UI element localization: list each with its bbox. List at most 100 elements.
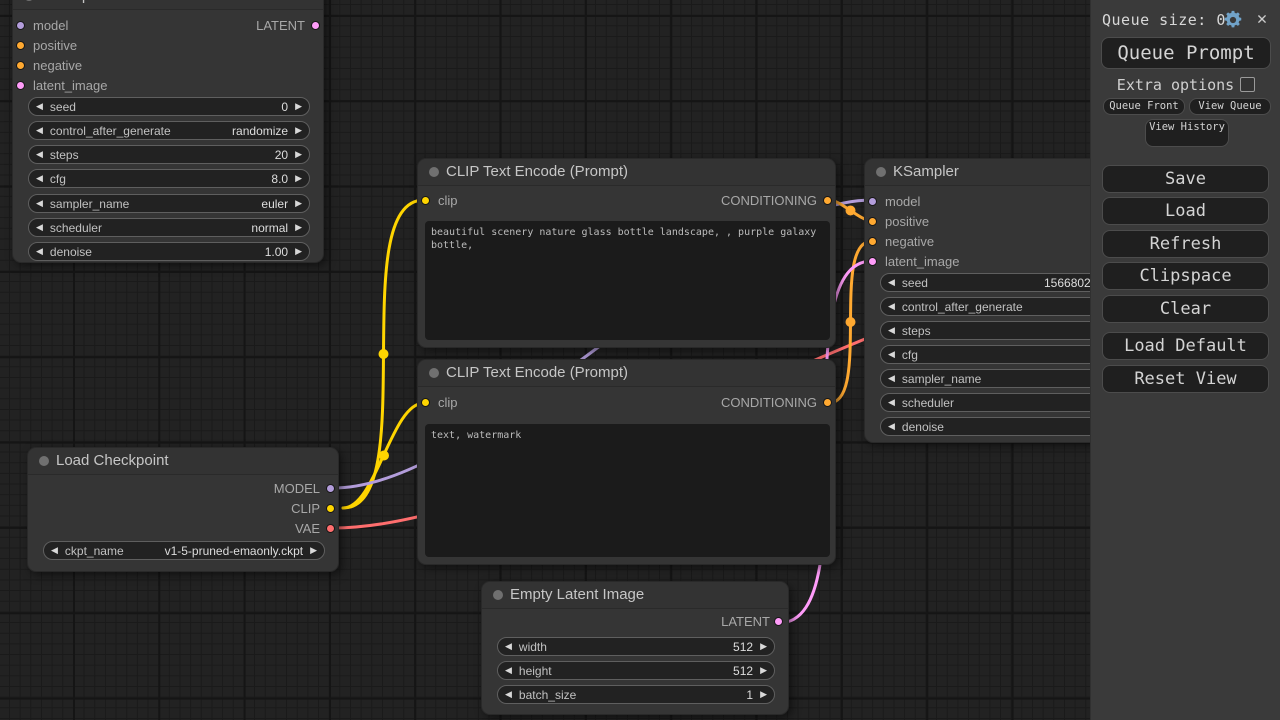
increment-arrow-icon[interactable]: ▶ [295, 101, 302, 111]
input-port-positive[interactable]: positive [13, 37, 77, 55]
node-clip-text-encode-positive[interactable]: CLIP Text Encode (Prompt) clip CONDITION… [417, 158, 836, 348]
increment-arrow-icon[interactable]: ▶ [760, 641, 767, 651]
widget-height[interactable]: ◀ height 512 ▶ [497, 661, 775, 680]
decrement-arrow-icon[interactable]: ◀ [505, 665, 512, 675]
input-port-model[interactable]: model [13, 17, 68, 35]
input-port-positive[interactable]: positive [865, 213, 929, 231]
output-port-vae[interactable]: VAE [295, 520, 338, 538]
port-dot-negative[interactable] [16, 61, 25, 70]
node-title-bar[interactable]: KSampler [13, 0, 323, 10]
queue-prompt-button[interactable]: Queue Prompt [1101, 37, 1271, 69]
widget-sampler-name[interactable]: ◀ sampler_name euler ▶ [28, 194, 310, 213]
widget-control-after-generate[interactable]: ◀ control_after_generate randomize ▶ [28, 121, 310, 140]
increment-arrow-icon[interactable]: ▶ [295, 222, 302, 232]
port-dot-clip[interactable] [421, 196, 430, 205]
increment-arrow-icon[interactable]: ▶ [295, 173, 302, 183]
port-dot-vae-out[interactable] [326, 524, 335, 533]
decrement-arrow-icon[interactable]: ◀ [888, 349, 895, 359]
port-dot-clip[interactable] [421, 398, 430, 407]
output-port-latent[interactable]: LATENT [256, 17, 323, 35]
view-queue-button[interactable]: View Queue [1189, 98, 1271, 115]
output-port-conditioning[interactable]: CONDITIONING [721, 394, 835, 412]
collapse-dot-icon[interactable] [39, 456, 49, 466]
port-dot-latent-image[interactable] [16, 81, 25, 90]
collapse-dot-icon[interactable] [429, 167, 439, 177]
widget-scheduler[interactable]: ◀ scheduler normal ▶ [28, 218, 310, 237]
collapse-dot-icon[interactable] [876, 167, 886, 177]
prompt-textarea[interactable]: text, watermark [425, 424, 830, 557]
port-dot-model[interactable] [16, 21, 25, 30]
view-history-button[interactable]: View History [1145, 119, 1229, 147]
decrement-arrow-icon[interactable]: ◀ [888, 397, 895, 407]
load-default-button[interactable]: Load Default [1102, 332, 1269, 360]
port-dot-conditioning-out[interactable] [823, 196, 832, 205]
input-port-latent-image[interactable]: latent_image [865, 253, 959, 271]
refresh-button[interactable]: Refresh [1102, 230, 1269, 258]
decrement-arrow-icon[interactable]: ◀ [888, 373, 895, 383]
decrement-arrow-icon[interactable]: ◀ [36, 198, 43, 208]
decrement-arrow-icon[interactable]: ◀ [36, 222, 43, 232]
output-port-conditioning[interactable]: CONDITIONING [721, 192, 835, 210]
increment-arrow-icon[interactable]: ▶ [295, 125, 302, 135]
port-dot-conditioning-out[interactable] [823, 398, 832, 407]
increment-arrow-icon[interactable]: ▶ [760, 689, 767, 699]
save-button[interactable]: Save [1102, 165, 1269, 193]
widget-seed[interactable]: ◀ seed 0 ▶ [28, 97, 310, 116]
node-title-bar[interactable]: Load Checkpoint [28, 448, 338, 475]
widget-width[interactable]: ◀ width 512 ▶ [497, 637, 775, 656]
increment-arrow-icon[interactable]: ▶ [310, 545, 317, 555]
clear-button[interactable]: Clear [1102, 295, 1269, 323]
port-dot-latent-image[interactable] [868, 257, 877, 266]
input-port-clip[interactable]: clip [418, 394, 458, 412]
decrement-arrow-icon[interactable]: ◀ [36, 246, 43, 256]
decrement-arrow-icon[interactable]: ◀ [36, 173, 43, 183]
input-port-model[interactable]: model [865, 193, 920, 211]
queue-front-button[interactable]: Queue Front [1103, 98, 1185, 115]
decrement-arrow-icon[interactable]: ◀ [51, 545, 58, 555]
settings-gear-icon[interactable] [1222, 9, 1244, 31]
input-port-clip[interactable]: clip [418, 192, 458, 210]
port-dot-positive[interactable] [868, 217, 877, 226]
increment-arrow-icon[interactable]: ▶ [295, 149, 302, 159]
prompt-textarea[interactable]: beautiful scenery nature glass bottle la… [425, 221, 830, 340]
load-button[interactable]: Load [1102, 197, 1269, 225]
node-title-bar[interactable]: CLIP Text Encode (Prompt) [418, 360, 835, 387]
widget-ckpt-name[interactable]: ◀ ckpt_name v1-5-pruned-emaonly.ckpt ▶ [43, 541, 325, 560]
input-port-latent-image[interactable]: latent_image [13, 77, 107, 95]
widget-denoise[interactable]: ◀ denoise 1.00 ▶ [28, 242, 310, 261]
port-dot-positive[interactable] [16, 41, 25, 50]
port-dot-clip-out[interactable] [326, 504, 335, 513]
output-port-latent[interactable]: LATENT [721, 613, 788, 631]
input-port-negative[interactable]: negative [13, 57, 82, 75]
port-dot-model-out[interactable] [326, 484, 335, 493]
increment-arrow-icon[interactable]: ▶ [295, 246, 302, 256]
decrement-arrow-icon[interactable]: ◀ [36, 125, 43, 135]
port-dot-model[interactable] [868, 197, 877, 206]
node-load-checkpoint[interactable]: Load Checkpoint MODEL CLIP VAE ◀ ckpt_nam… [27, 447, 339, 572]
node-title-bar[interactable]: Empty Latent Image [482, 582, 788, 609]
decrement-arrow-icon[interactable]: ◀ [888, 421, 895, 431]
port-dot-negative[interactable] [868, 237, 877, 246]
clipspace-button[interactable]: Clipspace [1102, 262, 1269, 290]
output-port-clip[interactable]: CLIP [291, 500, 338, 518]
widget-steps[interactable]: ◀ steps 20 ▶ [28, 145, 310, 164]
increment-arrow-icon[interactable]: ▶ [295, 198, 302, 208]
decrement-arrow-icon[interactable]: ◀ [888, 325, 895, 335]
decrement-arrow-icon[interactable]: ◀ [505, 689, 512, 699]
node-ksampler-left[interactable]: KSampler model positive negative latent_… [12, 0, 324, 263]
decrement-arrow-icon[interactable]: ◀ [888, 277, 895, 287]
decrement-arrow-icon[interactable]: ◀ [36, 101, 43, 111]
extra-options-checkbox[interactable] [1240, 77, 1256, 92]
collapse-dot-icon[interactable] [429, 368, 439, 378]
port-dot-latent-out[interactable] [311, 21, 320, 30]
port-dot-latent-out[interactable] [774, 617, 783, 626]
input-port-negative[interactable]: negative [865, 233, 934, 251]
node-empty-latent-image[interactable]: Empty Latent Image LATENT ◀ width 512 ▶ ◀ he… [481, 581, 789, 715]
node-clip-text-encode-negative[interactable]: CLIP Text Encode (Prompt) clip CONDITION… [417, 359, 836, 565]
output-port-model[interactable]: MODEL [274, 480, 338, 498]
close-icon[interactable]: ✕ [1256, 9, 1268, 29]
decrement-arrow-icon[interactable]: ◀ [36, 149, 43, 159]
widget-batch-size[interactable]: ◀ batch_size 1 ▶ [497, 685, 775, 704]
collapse-dot-icon[interactable] [493, 590, 503, 600]
widget-cfg[interactable]: ◀ cfg 8.0 ▶ [28, 169, 310, 188]
